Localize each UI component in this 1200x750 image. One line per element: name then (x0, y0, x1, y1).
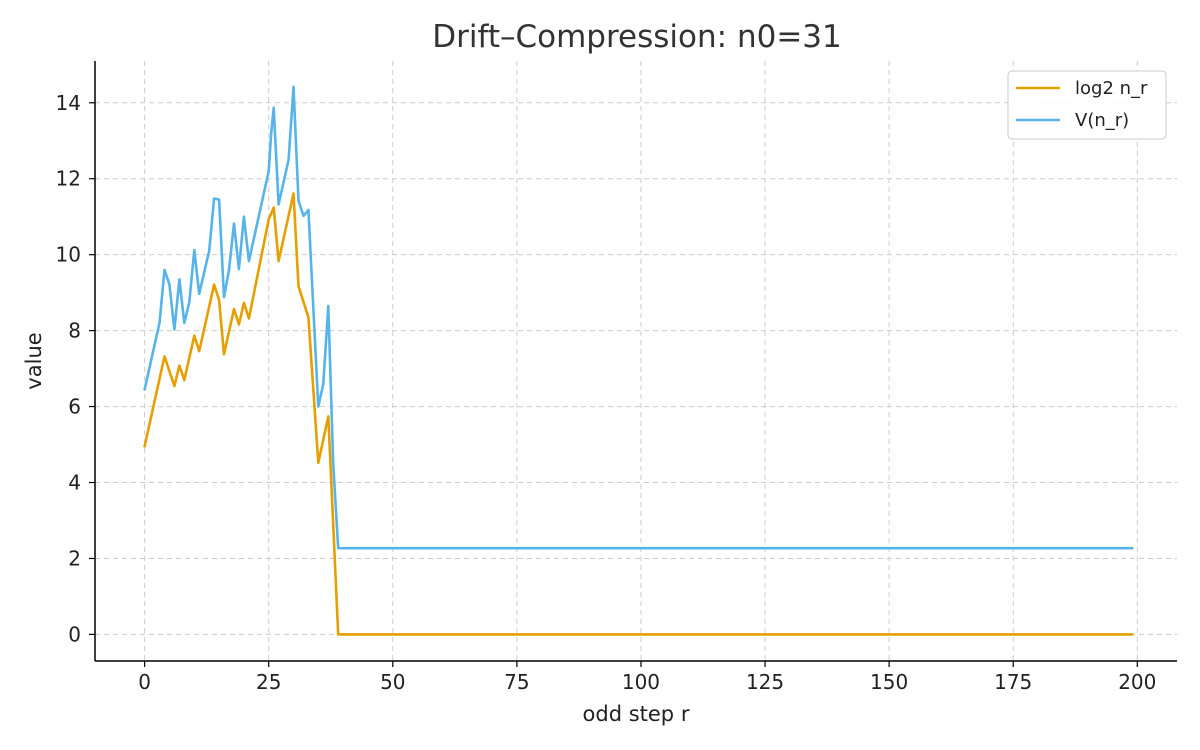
ticks: 0 25 50 75 100 125 150 175 200 0 2 4 6 8 10 12 14 (56, 91, 1157, 694)
x-tick-label: 150 (870, 670, 908, 694)
y-tick-label: 2 (68, 546, 81, 570)
y-tick-label: 8 (68, 319, 81, 343)
legend: log2 n_r V(n_r) (1007, 70, 1167, 140)
series-layer (143, 85, 1134, 636)
y-tick-label: 12 (56, 167, 81, 191)
y-tick-label: 4 (68, 471, 81, 495)
y-tick-label: 10 (56, 243, 81, 267)
x-tick-label: 100 (622, 670, 660, 694)
x-tick-label: 75 (504, 670, 529, 694)
grid (95, 61, 1177, 661)
x-tick-label: 175 (994, 670, 1032, 694)
x-tick-label: 25 (256, 670, 281, 694)
x-tick-label: 50 (380, 670, 405, 694)
legend-label-v: V(n_r) (1075, 110, 1129, 131)
y-tick-label: 6 (68, 395, 81, 419)
series-line-0 (143, 192, 1134, 636)
x-axis-label: odd step r (583, 702, 690, 726)
y-tick-label: 0 (68, 622, 81, 646)
x-tick-label: 200 (1118, 670, 1156, 694)
legend-label-log2: log2 n_r (1075, 78, 1148, 99)
x-tick-label: 125 (746, 670, 784, 694)
axes (94, 61, 1177, 662)
y-axis-label: value (22, 332, 46, 389)
y-tick-label: 14 (56, 91, 81, 115)
series-line-1 (143, 85, 1134, 550)
chart-title: Drift–Compression: n0=31 (432, 19, 842, 55)
x-tick-label: 0 (138, 670, 151, 694)
